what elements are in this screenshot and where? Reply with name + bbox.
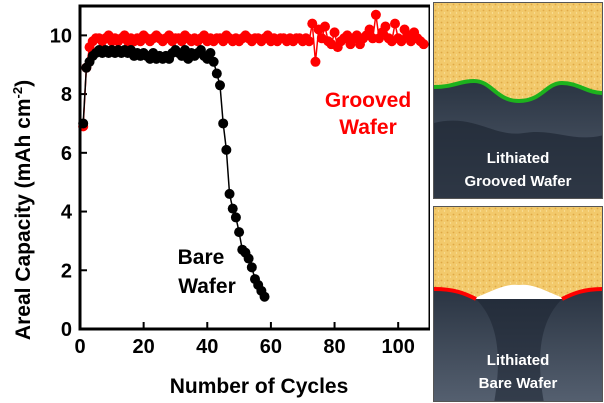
data-point-grooved-wafer <box>380 21 391 32</box>
sei-layer-grooved <box>434 78 602 104</box>
y-axis-label-main: Areal Capacity (mAh cm <box>12 98 35 340</box>
data-point-bare-wafer <box>215 80 225 91</box>
y-tick-label: 2 <box>61 260 72 282</box>
data-point-grooved-wafer <box>307 18 318 29</box>
legend-grooved-line1: Grooved <box>325 89 411 112</box>
series-line-bare-wafer <box>82 48 266 298</box>
x-axis-ticks: 0 20 40 60 80 100 <box>74 322 415 358</box>
series-grooved-wafer <box>78 9 429 132</box>
data-point-grooved-wafer <box>329 27 340 38</box>
substrate-highlight <box>434 120 602 198</box>
bare-wafer-illustration <box>434 207 602 401</box>
data-point-grooved-wafer <box>418 39 429 50</box>
data-point-bare-wafer <box>224 188 235 199</box>
x-axis-label: Number of Cycles <box>170 375 349 398</box>
data-point-grooved-wafer <box>310 56 321 67</box>
data-point-grooved-wafer <box>396 36 407 47</box>
data-point-bare-wafer <box>243 253 254 264</box>
lithiated-grooved-wafer-panel: Lithiated Grooved Wafer <box>433 2 603 199</box>
lithiated-bare-wafer-panel: Lithiated Bare Wafer <box>433 206 603 402</box>
data-point-bare-wafer <box>246 262 257 273</box>
svg-text:Areal Capacity (mAh cm-2): Areal Capacity (mAh cm-2) <box>10 80 35 340</box>
x-tick-label: 40 <box>196 336 218 358</box>
data-point-bare-wafer <box>227 203 238 214</box>
data-point-grooved-wafer <box>390 18 400 29</box>
data-point-grooved-wafer <box>320 21 330 32</box>
capacity-chart: Areal Capacity (mAh cm-2) Number of Cycl… <box>10 4 430 398</box>
substrate-crack <box>476 299 562 401</box>
data-point-bare-wafer <box>211 68 222 79</box>
data-point-bare-wafer <box>259 291 270 302</box>
y-axis-label-superscript: -2 <box>10 87 25 99</box>
y-tick-label: 6 <box>61 143 72 165</box>
y-tick-label: 8 <box>61 84 72 106</box>
data-point-bare-wafer <box>218 118 229 129</box>
x-tick-label: 20 <box>133 336 155 358</box>
x-tick-label: 100 <box>381 336 414 358</box>
x-tick-label: 60 <box>260 336 282 358</box>
legend-grooved-line2: Wafer <box>339 116 397 139</box>
data-point-bare-wafer <box>234 227 245 238</box>
y-tick-label: 4 <box>61 202 73 224</box>
panel-bottom-caption-line1: Lithiated <box>486 352 550 369</box>
data-point-grooved-wafer <box>370 9 381 20</box>
void-gap <box>472 284 566 299</box>
x-tick-label: 80 <box>323 336 345 358</box>
y-axis-ticks: 0 2 4 6 8 10 <box>50 25 87 341</box>
panel-bottom-caption-line2: Bare Wafer <box>478 375 558 392</box>
panel-top-caption-line2: Grooved Wafer <box>464 173 572 190</box>
y-tick-label: 10 <box>50 25 72 47</box>
legend-bare-line2: Wafer <box>178 275 236 298</box>
sei-layer-bare-left <box>434 287 477 301</box>
grooved-wafer-illustration <box>434 3 602 198</box>
plot-frame <box>78 4 430 331</box>
data-point-grooved-wafer <box>304 36 315 47</box>
panel-top-caption-line1: Lithiated <box>486 150 550 167</box>
data-point-bare-wafer <box>230 212 241 223</box>
data-point-grooved-wafer <box>364 24 375 35</box>
y-axis-label-end: ) <box>12 80 35 87</box>
sei-layer-bare-right <box>561 287 602 301</box>
legend-bare-line1: Bare <box>178 246 225 269</box>
data-point-bare-wafer <box>208 56 219 67</box>
x-tick-label: 0 <box>74 336 85 358</box>
data-point-bare-wafer <box>221 144 232 155</box>
data-point-bare-wafer <box>205 47 216 58</box>
y-axis-label: Areal Capacity (mAh cm-2) <box>10 80 35 340</box>
y-tick-label: 0 <box>61 319 72 341</box>
series-bare-wafer <box>78 45 270 302</box>
